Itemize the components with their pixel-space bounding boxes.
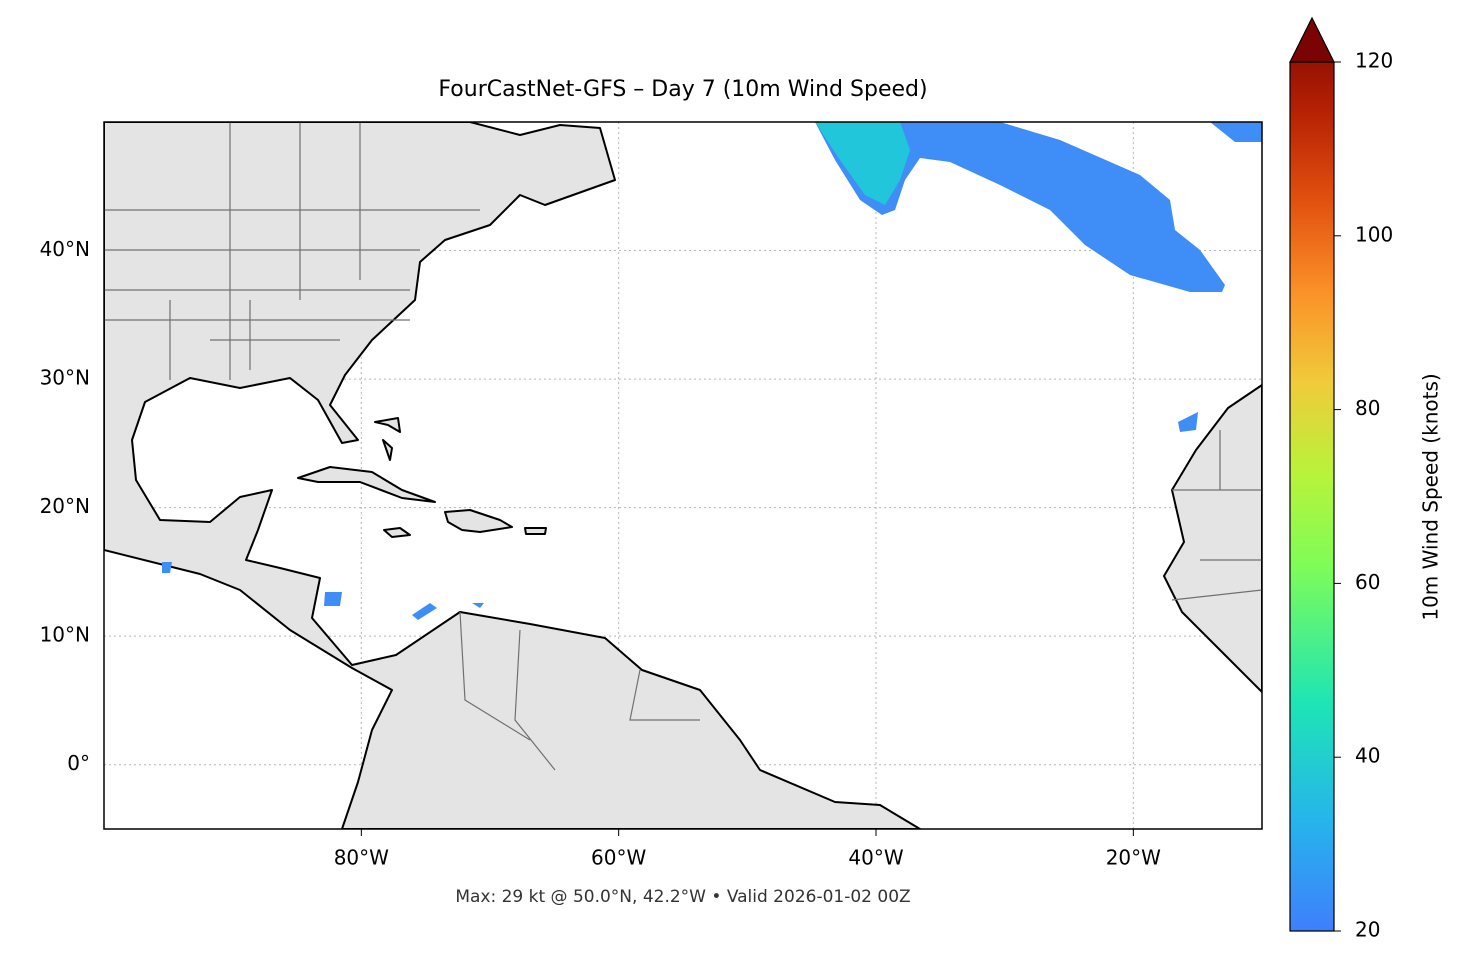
colorbar-tick-label: 40 <box>1355 744 1380 768</box>
grid <box>104 122 1262 829</box>
colorbar-frame <box>1289 61 1335 932</box>
colorbar <box>1290 18 1334 931</box>
footnote: Max: 29 kt @ 50.0°N, 42.2°W • Valid 2026… <box>455 887 910 907</box>
map <box>104 122 1262 829</box>
wind-swath-core <box>815 122 910 205</box>
x-tick-label: 40°W <box>848 846 903 870</box>
x-tick-label: 20°W <box>1106 846 1161 870</box>
hispaniola <box>444 509 513 533</box>
x-tick-label: 80°W <box>334 846 389 870</box>
puerto-rico <box>524 527 547 535</box>
colorbar-extend <box>1289 16 1335 63</box>
cuba <box>297 466 436 503</box>
jamaica <box>383 527 411 538</box>
africa <box>1163 384 1262 693</box>
colorbar-tick-label: 60 <box>1355 570 1380 594</box>
chart-title: FourCastNet-GFS – Day 7 (10m Wind Speed) <box>438 77 927 102</box>
y-tick-label: 0° <box>67 751 90 775</box>
y-tick-label: 10°N <box>40 623 90 647</box>
wind-swath <box>815 122 1225 292</box>
americas <box>104 122 921 829</box>
plot-frame <box>103 121 1263 830</box>
colorbar-tick-label: 100 <box>1355 222 1393 246</box>
colorbar-label: 10m Wind Speed (knots) <box>1419 373 1443 620</box>
colorbar-tick-label: 20 <box>1355 918 1380 942</box>
bahamas <box>374 417 401 461</box>
colorbar-tick-label: 120 <box>1355 49 1393 73</box>
colorbar-tick-label: 80 <box>1355 396 1380 420</box>
x-tick-label: 60°W <box>591 846 646 870</box>
y-tick-label: 40°N <box>40 237 90 261</box>
y-tick-label: 20°N <box>40 494 90 518</box>
borders <box>104 122 1262 771</box>
y-tick-label: 30°N <box>40 366 90 390</box>
